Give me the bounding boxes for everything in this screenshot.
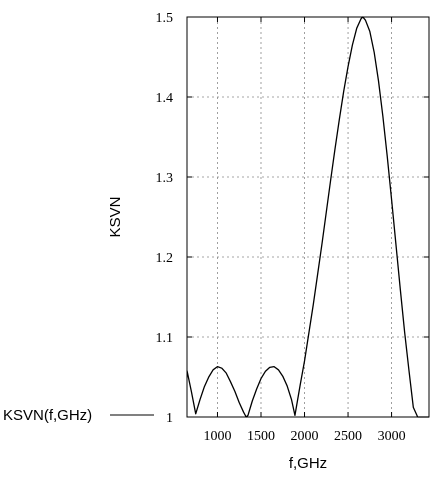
x-tick-label: 3000	[378, 429, 406, 444]
y-tick-label: 1.5	[156, 11, 174, 26]
y-tick-label: 1	[166, 411, 173, 426]
x-axis: 1000 1500 2000 2500 3000	[203, 17, 406, 444]
plot-frame	[186, 16, 430, 418]
x-tick-label: 1500	[247, 429, 275, 444]
legend: KSVN(f,GHz)	[3, 407, 154, 424]
series-group	[186, 16, 429, 418]
x-tick-label: 2000	[291, 429, 319, 444]
y-tick-label: 1.4	[156, 91, 174, 106]
y-axis: 1 1.1 1.2 1.3 1.4 1.5	[156, 11, 429, 426]
series-line	[186, 16, 429, 418]
grid	[187, 17, 429, 417]
y-tick-label: 1.2	[156, 251, 174, 266]
y-axis-title: KSVN	[107, 197, 124, 238]
x-tick-label: 1000	[203, 429, 231, 444]
y-tick-label: 1.1	[156, 331, 174, 346]
x-axis-title: f,GHz	[289, 455, 327, 472]
y-tick-label: 1.3	[156, 171, 174, 186]
legend-label: KSVN(f,GHz)	[3, 407, 92, 424]
x-tick-label: 2500	[334, 429, 362, 444]
